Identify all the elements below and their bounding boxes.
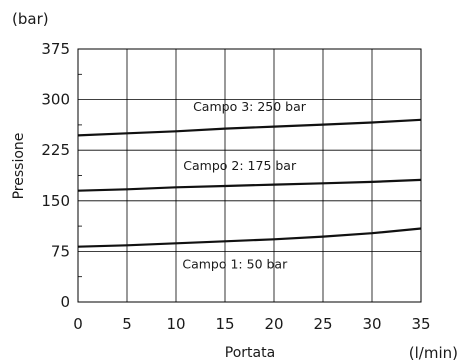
y-tick-label: 225 xyxy=(41,141,70,159)
x-tick-label: 35 xyxy=(411,315,430,333)
series-line-2 xyxy=(77,178,422,192)
y-tick-label: 375 xyxy=(41,40,70,58)
x-tick-label: 25 xyxy=(313,315,332,333)
x-tick-label: 20 xyxy=(264,315,283,333)
y-tick-label: 300 xyxy=(41,91,70,109)
x-tick-label: 15 xyxy=(215,315,234,333)
x-tick-label: 10 xyxy=(166,315,185,333)
y-axis-unit: (bar) xyxy=(12,10,49,28)
y-axis-label: Pressione xyxy=(11,133,27,200)
x-tick-label: 30 xyxy=(362,315,381,333)
series-labels: Campo 3: 250 bar Campo 2: 175 bar Campo 1:… xyxy=(182,99,306,271)
series-lines xyxy=(77,118,422,248)
y-tick-label: 0 xyxy=(60,293,70,311)
series-label-1: Campo 3: 250 bar xyxy=(193,99,307,114)
x-axis-unit: (l/min) xyxy=(409,344,458,362)
series-line-1 xyxy=(77,118,422,137)
y-tick-label: 75 xyxy=(51,242,70,260)
tick-labels: 0 5 10 15 20 25 30 35 0 75 150 225 300 375 xyxy=(41,40,430,333)
x-axis-label: Portata xyxy=(225,345,275,361)
series-line-3 xyxy=(77,227,422,248)
x-tick-label: 0 xyxy=(73,315,83,333)
series-label-2: Campo 2: 175 bar xyxy=(183,158,297,173)
y-tick-label: 150 xyxy=(41,192,70,210)
x-tick-label: 5 xyxy=(122,315,132,333)
axes xyxy=(77,48,422,303)
series-label-3: Campo 1: 50 bar xyxy=(182,256,288,271)
